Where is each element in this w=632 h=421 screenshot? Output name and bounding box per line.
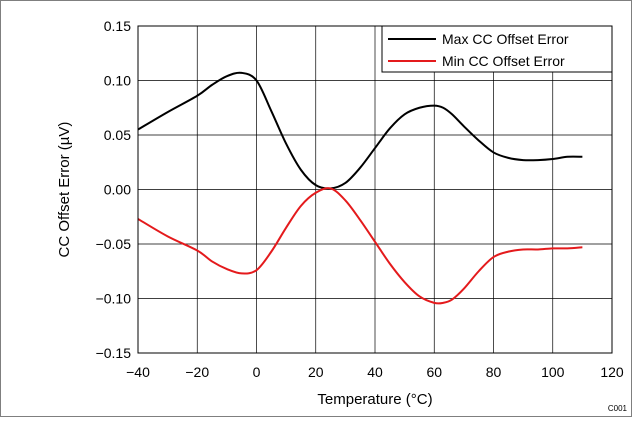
y-tick-label: 0.10 [104,73,131,89]
series-line-max [137,71,583,190]
x-tick-label: 120 [600,364,624,380]
y-axis-label: CC Offset Error (µV) [56,122,73,258]
legend-box [381,25,613,73]
x-tick-label: 80 [486,364,502,380]
y-tick-label: −0.15 [96,345,132,361]
y-tick-label: −0.10 [96,291,132,307]
y-tick-label: 0.05 [104,127,131,143]
legend-label-max: Max CC Offset Error [442,31,569,47]
x-tick-labels: −40 −20 0 20 40 60 80 100 120 [126,364,624,380]
series-layer [137,71,583,305]
x-tick-label: 20 [308,364,324,380]
y-tick-label: −0.05 [96,236,132,252]
y-tick-label: 0.15 [104,18,131,34]
x-axis-label: Temperature (°C) [317,391,432,408]
x-tick-label: 60 [426,364,442,380]
series-line-min [137,187,583,305]
x-tick-label: 0 [253,364,261,380]
legend: Max CC Offset Error Min CC Offset Error [381,25,613,73]
x-tick-label: 100 [541,364,565,380]
y-tick-label: 0.00 [104,182,131,198]
y-tick-labels: −0.15 −0.10 −0.05 0.00 0.05 0.10 0.15 [96,18,132,361]
x-tick-label: −40 [126,364,150,380]
plot-border [137,25,613,354]
legend-label-min: Min CC Offset Error [442,53,565,69]
grid-lines [138,26,612,353]
x-tick-label: 40 [367,364,383,380]
figure-code: C001 [608,404,628,413]
x-tick-label: −20 [185,364,209,380]
